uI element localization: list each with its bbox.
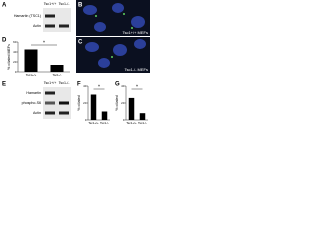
y-tick-label: 0 [15, 70, 17, 74]
y-tick-label: 60 [13, 40, 17, 44]
band [59, 101, 69, 105]
bar [139, 113, 146, 120]
annotation: * [43, 40, 45, 46]
y-tick-label: 20 [13, 60, 17, 64]
panel-label: D [2, 38, 7, 44]
band [59, 111, 69, 115]
row-label: phospho-S6 [22, 101, 41, 105]
bar [128, 97, 135, 120]
bar [50, 65, 64, 72]
column-label: Tsc1-/- [59, 2, 71, 6]
panel-label: B [78, 3, 83, 9]
x-tick-label: Tsc1-/- [100, 121, 109, 125]
band [45, 14, 55, 18]
y-tick-label: 20 [121, 101, 125, 105]
panel-label: G [115, 82, 120, 88]
bar [90, 94, 97, 120]
panel-label: F [77, 82, 81, 88]
band [45, 91, 55, 95]
row-label: Hamartin (TSC1) [14, 14, 41, 18]
band [45, 24, 55, 28]
row-label: Actin [33, 24, 41, 28]
y-tick-label: 40 [13, 50, 17, 54]
y-axis-label: % ciliated MEFs [7, 44, 11, 70]
bar [24, 49, 38, 72]
caption: Tsc1-/- MEFs [124, 67, 148, 72]
nuclei [83, 3, 145, 32]
y-tick-label: 0 [123, 118, 125, 122]
x-tick-label: Tsc1+/+ [26, 73, 37, 77]
x-tick-label: Tsc1+/+ [88, 121, 99, 125]
column-label: Tsc1+/+ [44, 81, 57, 85]
band [45, 111, 55, 115]
x-tick-label: Tsc1-/- [53, 73, 62, 77]
panel-label: E [2, 82, 6, 88]
y-axis-label: % ciliated [77, 95, 81, 110]
x-tick-label: Tsc1-/- [138, 121, 147, 125]
nuclei [85, 39, 146, 68]
row-label: Hamartin [26, 91, 41, 95]
annotation: * [136, 84, 138, 90]
panel-label: A [2, 3, 7, 9]
cilia [111, 56, 113, 58]
page: A Tsc1+/+ Tsc1-/- Hamartin (TSC1) Actin … [2, 0, 150, 125]
panel-label: C [78, 40, 83, 46]
band [45, 101, 55, 105]
y-tick-label: 20 [83, 101, 87, 105]
cilia [95, 13, 133, 29]
figure: A Tsc1+/+ Tsc1-/- Hamartin (TSC1) Actin … [2, 0, 150, 125]
column-label: Tsc1-/- [59, 81, 71, 85]
blot [43, 8, 71, 32]
y-tick-label: 40 [121, 84, 125, 88]
bar [101, 111, 108, 120]
y-tick-label: 40 [83, 84, 87, 88]
band [59, 24, 69, 28]
column-label: Tsc1+/+ [44, 2, 57, 6]
row-label: Actin [33, 111, 41, 115]
x-tick-label: Tsc1+/+ [126, 121, 137, 125]
y-tick-label: 0 [85, 118, 87, 122]
caption: Tsc1+/+ MEFs [122, 30, 148, 35]
annotation: * [98, 84, 100, 90]
y-axis-label: % ciliated [115, 95, 119, 110]
